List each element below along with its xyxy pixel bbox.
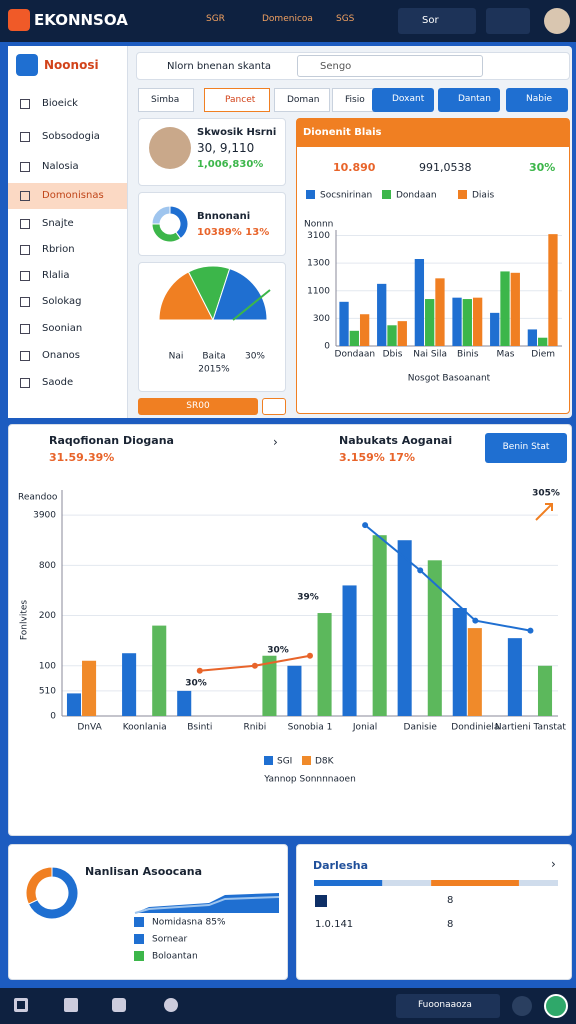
section-stat: 3.159% 17% (339, 451, 415, 464)
sidebar-icon (20, 297, 30, 307)
tab[interactable]: Pancet (204, 88, 270, 112)
sidebar-icon (20, 191, 30, 201)
row-icon (315, 895, 327, 907)
tab[interactable]: Doman (274, 88, 330, 112)
user-box[interactable]: Sor (398, 8, 476, 34)
search[interactable]: Sengo (297, 55, 483, 77)
profile-card: Skwosik Hsrni 30, 9,110 1,006,830% (138, 118, 286, 186)
nav-icon[interactable] (14, 998, 28, 1012)
action-button[interactable]: Doxant (372, 88, 434, 112)
sidebar-label: Saode (42, 377, 74, 388)
bl-title: Nanlisan Asoocana (85, 865, 203, 878)
br-title: Darlesha (313, 859, 369, 872)
sidebar-icon (20, 351, 30, 361)
sidebar-icon (20, 219, 30, 229)
nav-icon[interactable] (64, 998, 78, 1012)
panel-stat: 10.890 (333, 161, 376, 174)
gauge-card (138, 262, 286, 392)
sidebar-item[interactable]: Soonian (8, 316, 127, 342)
orange-button[interactable]: SR00 (138, 398, 258, 415)
toolbar: Nlorn bnenan skanta Sengo (136, 52, 570, 80)
status-box[interactable] (486, 8, 530, 34)
donut-card: Bnnonani 10389% 13% (138, 192, 286, 256)
sidebar-item[interactable]: Solokag (8, 289, 127, 315)
section-button[interactable]: Benin Stat (485, 433, 567, 463)
sidebar-icon (20, 271, 30, 281)
section-stat: 31.59.39% (49, 451, 115, 464)
panel-stat: 30% (529, 161, 556, 174)
action-button[interactable]: Nabie (506, 88, 568, 112)
profile-value: 30, 9,110 (197, 141, 255, 155)
nav-icon[interactable] (164, 998, 178, 1012)
sidebar-label: Solokag (42, 296, 82, 307)
sidebar-label: Nalosia (42, 161, 79, 172)
nav-icon[interactable] (112, 998, 126, 1012)
profile-change: 1,006,830% (197, 159, 264, 170)
sidebar-icon (20, 324, 30, 334)
sidebar-label: Rbrion (42, 244, 75, 255)
avatar[interactable] (544, 8, 570, 34)
row-value: 8 (447, 919, 454, 930)
row-value: 1.0.141 (315, 919, 354, 930)
bottom-right-card: Darlesha › 8 1.0.141 8 (296, 844, 572, 980)
brand: EKONNSOA (34, 11, 128, 29)
sidebar-item[interactable]: Rlalia (8, 263, 127, 289)
sidebar-label: Soonian (42, 323, 83, 334)
top-item[interactable]: SGR (206, 14, 225, 24)
sidebar-item[interactable]: Nalosia (8, 154, 127, 180)
nav-label[interactable]: Fuoonaaoza (396, 994, 500, 1018)
panel-title: Dionenit Blais (297, 119, 569, 147)
sidebar-item[interactable]: Saode (8, 370, 127, 396)
sidebar-icon (20, 378, 30, 388)
sidebar-label: Onanos (42, 350, 81, 361)
top-item[interactable]: SGS (336, 14, 355, 24)
profile-name: Skwosik Hsrni (197, 127, 277, 138)
tab[interactable]: Simba (138, 88, 194, 112)
section-title: Raqofionan Diogana (49, 434, 174, 447)
sidebar-item[interactable]: Rbrion (8, 237, 127, 263)
chevron[interactable]: › (551, 857, 556, 871)
search-button[interactable] (262, 398, 286, 415)
sidebar-item[interactable]: Domonisnas (8, 183, 127, 209)
sidebar-item[interactable]: Bioeick (8, 91, 127, 117)
action-button[interactable]: Dantan (438, 88, 500, 112)
sidebar-label: Bioeick (42, 98, 78, 109)
panel-stat: 991,0538 (419, 161, 472, 174)
sidebar-icon (20, 162, 30, 172)
sidebar-title: Noonosi (44, 58, 99, 72)
area-shape (134, 893, 280, 914)
stats-panel: Dionenit Blais 10.890 991,0538 30% (296, 118, 570, 414)
profile-photo (149, 127, 191, 169)
nav-avatar[interactable] (544, 994, 568, 1018)
main-chart-card: Raqofionan Diogana 31.59.39% › Nabukats … (8, 424, 572, 836)
logo (8, 9, 30, 31)
row-value: 8 (447, 895, 454, 906)
sidebar-icon (20, 99, 30, 109)
toolbar-title: Nlorn bnenan skanta (167, 61, 271, 72)
bottom-left-card: Nanlisan Asoocana (8, 844, 288, 980)
sidebar-label: Rlalia (42, 270, 70, 281)
sidebar-label: Snajte (42, 218, 74, 229)
sidebar-item[interactable]: Snajte (8, 211, 127, 237)
sidebar: Noonosi Bioeick Sobsodogia Nalosia Domonisn… (8, 46, 128, 418)
nav-icon[interactable] (512, 996, 532, 1016)
bottom-nav: Fuoonaaoza (0, 988, 576, 1024)
donut-title: Bnnonani (197, 211, 251, 222)
sidebar-logo (16, 54, 38, 76)
sidebar-label: Domonisnas (42, 190, 104, 201)
chevron[interactable]: › (273, 435, 278, 449)
top-bar: EKONNSOA SGR Domenicoa SGS Sor (0, 0, 576, 42)
section-title: Nabukats Aoganai (339, 434, 453, 447)
sidebar-icon (20, 245, 30, 255)
sidebar-item[interactable]: Onanos (8, 343, 127, 369)
sidebar-item[interactable]: Sobsodogia (8, 124, 127, 150)
sidebar-label: Sobsodogia (42, 131, 100, 142)
top-item[interactable]: Domenicoa (262, 14, 313, 24)
donut-stat: 10389% 13% (197, 227, 270, 238)
sidebar-icon (20, 132, 30, 142)
